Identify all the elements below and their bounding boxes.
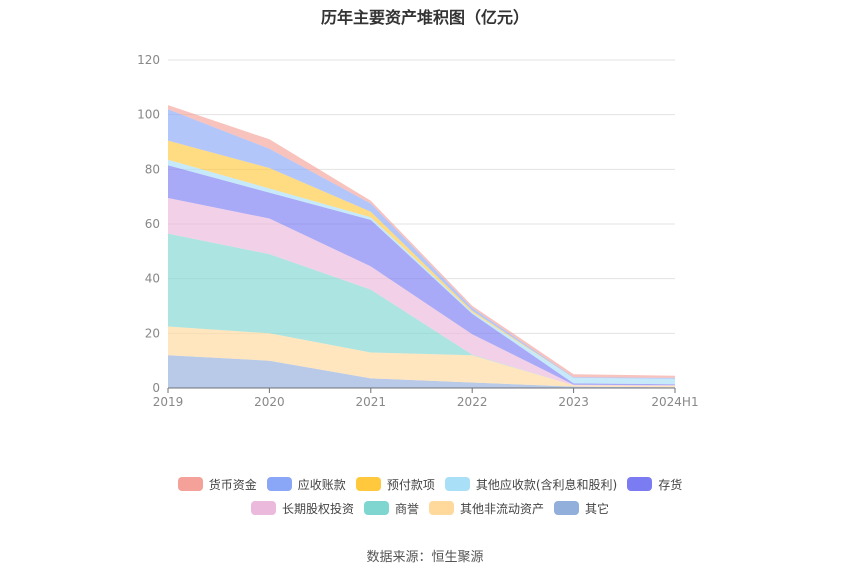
legend-item[interactable]: 其他非流动资产 [429, 500, 544, 517]
chart-title: 历年主要资产堆积图（亿元） [320, 8, 529, 27]
legend-label: 其他应收款(含利息和股利) [475, 477, 618, 492]
legend-item[interactable]: 长期股权投资 [250, 500, 354, 517]
legend-swatch [177, 477, 203, 491]
x-tick-label: 2020 [254, 395, 285, 409]
legend: 货币资金 应收账款 预付款项 其他应收款(含利息和股利) 存货长期股权投资 商誉 其他非流动… [150, 472, 710, 520]
legend-swatch [627, 477, 653, 491]
legend-item[interactable]: 预付款项 [355, 476, 435, 493]
legend-swatch [554, 501, 580, 515]
x-tick-label: 2024H1 [651, 395, 698, 409]
legend-label: 商誉 [394, 501, 419, 516]
y-tick-label: 40 [145, 272, 160, 286]
legend-item[interactable]: 货币资金 [177, 476, 257, 493]
area-series-5[interactable] [168, 198, 675, 386]
legend-row: 长期股权投资 商誉 其他非流动资产 其它 [150, 496, 710, 520]
y-tick-label: 60 [145, 217, 160, 231]
legend-label: 其它 [585, 501, 610, 516]
stacked-area-chart: 0 20 40 60 80 100 120 2019 2020 2021 2022 2023 2024H… [137, 53, 699, 409]
axis-layer: 0 20 40 60 80 100 120 2019 2020 2021 2022 2023 2024H… [137, 53, 699, 409]
y-tick-label: 80 [145, 162, 160, 176]
area-series-2[interactable] [168, 140, 675, 379]
legend-label: 其他非流动资产 [460, 501, 545, 516]
legend-row: 货币资金 应收账款 预付款项 其他应收款(含利息和股利) 存货 [150, 472, 710, 496]
legend-swatch [355, 477, 381, 491]
legend-item[interactable]: 存货 [627, 476, 682, 493]
legend-swatch [444, 477, 470, 491]
area-series-8[interactable] [168, 355, 675, 388]
area-series-6[interactable] [168, 233, 675, 386]
x-tick-label: 2021 [356, 395, 387, 409]
legend-swatch [363, 501, 389, 515]
legend-label: 应收账款 [297, 477, 346, 492]
area-layer [168, 105, 675, 388]
legend-swatch [429, 501, 454, 515]
data-source-note: 数据来源：恒生聚源 [366, 550, 484, 565]
legend-swatch [266, 477, 292, 491]
area-series-4[interactable] [168, 165, 675, 386]
area-series-1[interactable] [168, 109, 675, 379]
y-tick-label: 20 [145, 326, 160, 340]
x-tick-label: 2019 [153, 395, 184, 409]
legend-label: 预付款项 [386, 477, 435, 492]
legend-item[interactable]: 其它 [554, 500, 609, 517]
legend-label: 长期股权投资 [281, 501, 354, 516]
legend-swatch [250, 501, 276, 515]
y-tick-label: 0 [152, 381, 160, 395]
legend-item[interactable]: 其他应收款(含利息和股利) [444, 476, 618, 493]
legend-item[interactable]: 应收账款 [266, 476, 346, 493]
legend-label: 存货 [658, 477, 683, 492]
y-tick-label: 120 [137, 53, 160, 67]
x-tick-label: 2023 [558, 395, 589, 409]
x-tick-label: 2022 [457, 395, 488, 409]
area-series-7[interactable] [168, 326, 675, 388]
legend-label: 货币资金 [208, 477, 257, 492]
legend-item[interactable]: 商誉 [363, 500, 419, 517]
y-tick-label: 100 [137, 108, 160, 122]
